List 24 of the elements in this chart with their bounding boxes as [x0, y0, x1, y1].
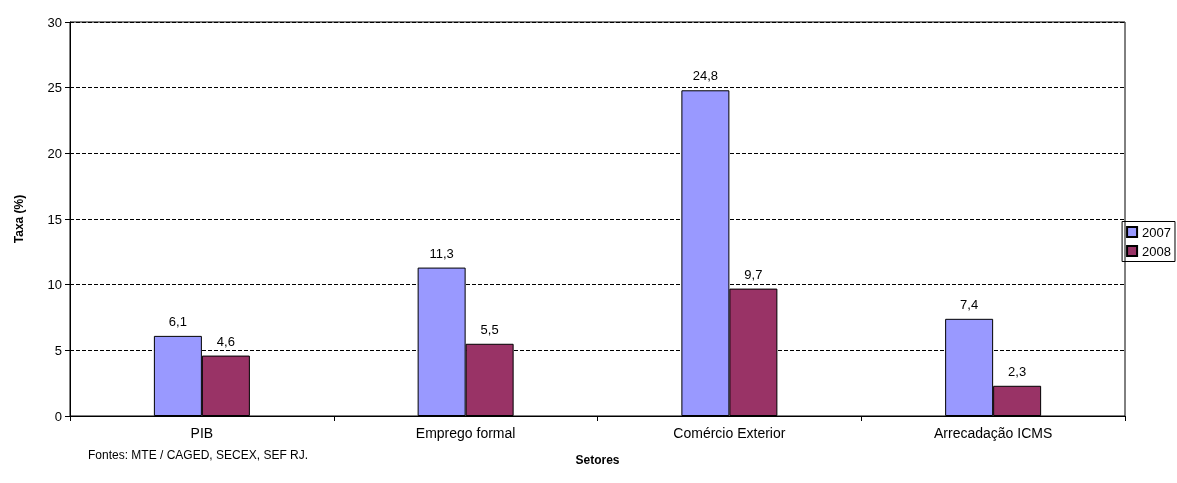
- data-label: 9,7: [744, 266, 763, 282]
- y-tick-label: 20: [47, 145, 62, 161]
- data-label: 24,8: [692, 68, 719, 84]
- data-label: 11,3: [429, 245, 454, 261]
- x-tick-label: PIB: [190, 425, 214, 441]
- y-tick-label: 30: [47, 14, 62, 30]
- y-tick-label: 0: [54, 408, 62, 424]
- text: Fontes: MTE / CAGED, SECEX, SEF RJ.: [88, 448, 309, 462]
- legend-label: 2008: [1142, 243, 1171, 259]
- x-tick-label: Arrecadação ICMS: [933, 425, 1053, 441]
- x-tick-label: Comércio Exterior: [673, 425, 786, 441]
- y-tick-label: 5: [54, 342, 62, 358]
- data-label: 6,1: [168, 313, 187, 329]
- y-tick-label: 10: [47, 277, 62, 293]
- y-tick-label: 15: [47, 211, 62, 227]
- data-label: 5,5: [480, 321, 499, 337]
- data-label: 7,4: [960, 296, 979, 312]
- y-tick-label: 25: [47, 80, 62, 96]
- x-tick-label: Emprego formal: [415, 425, 516, 441]
- y-axis-title: Taxa (%): [12, 194, 26, 244]
- data-label: 4,6: [216, 333, 235, 349]
- x-axis-title: Setores: [575, 453, 620, 467]
- legend-label: 2007: [1142, 224, 1171, 240]
- data-label: 2,3: [1008, 363, 1027, 379]
